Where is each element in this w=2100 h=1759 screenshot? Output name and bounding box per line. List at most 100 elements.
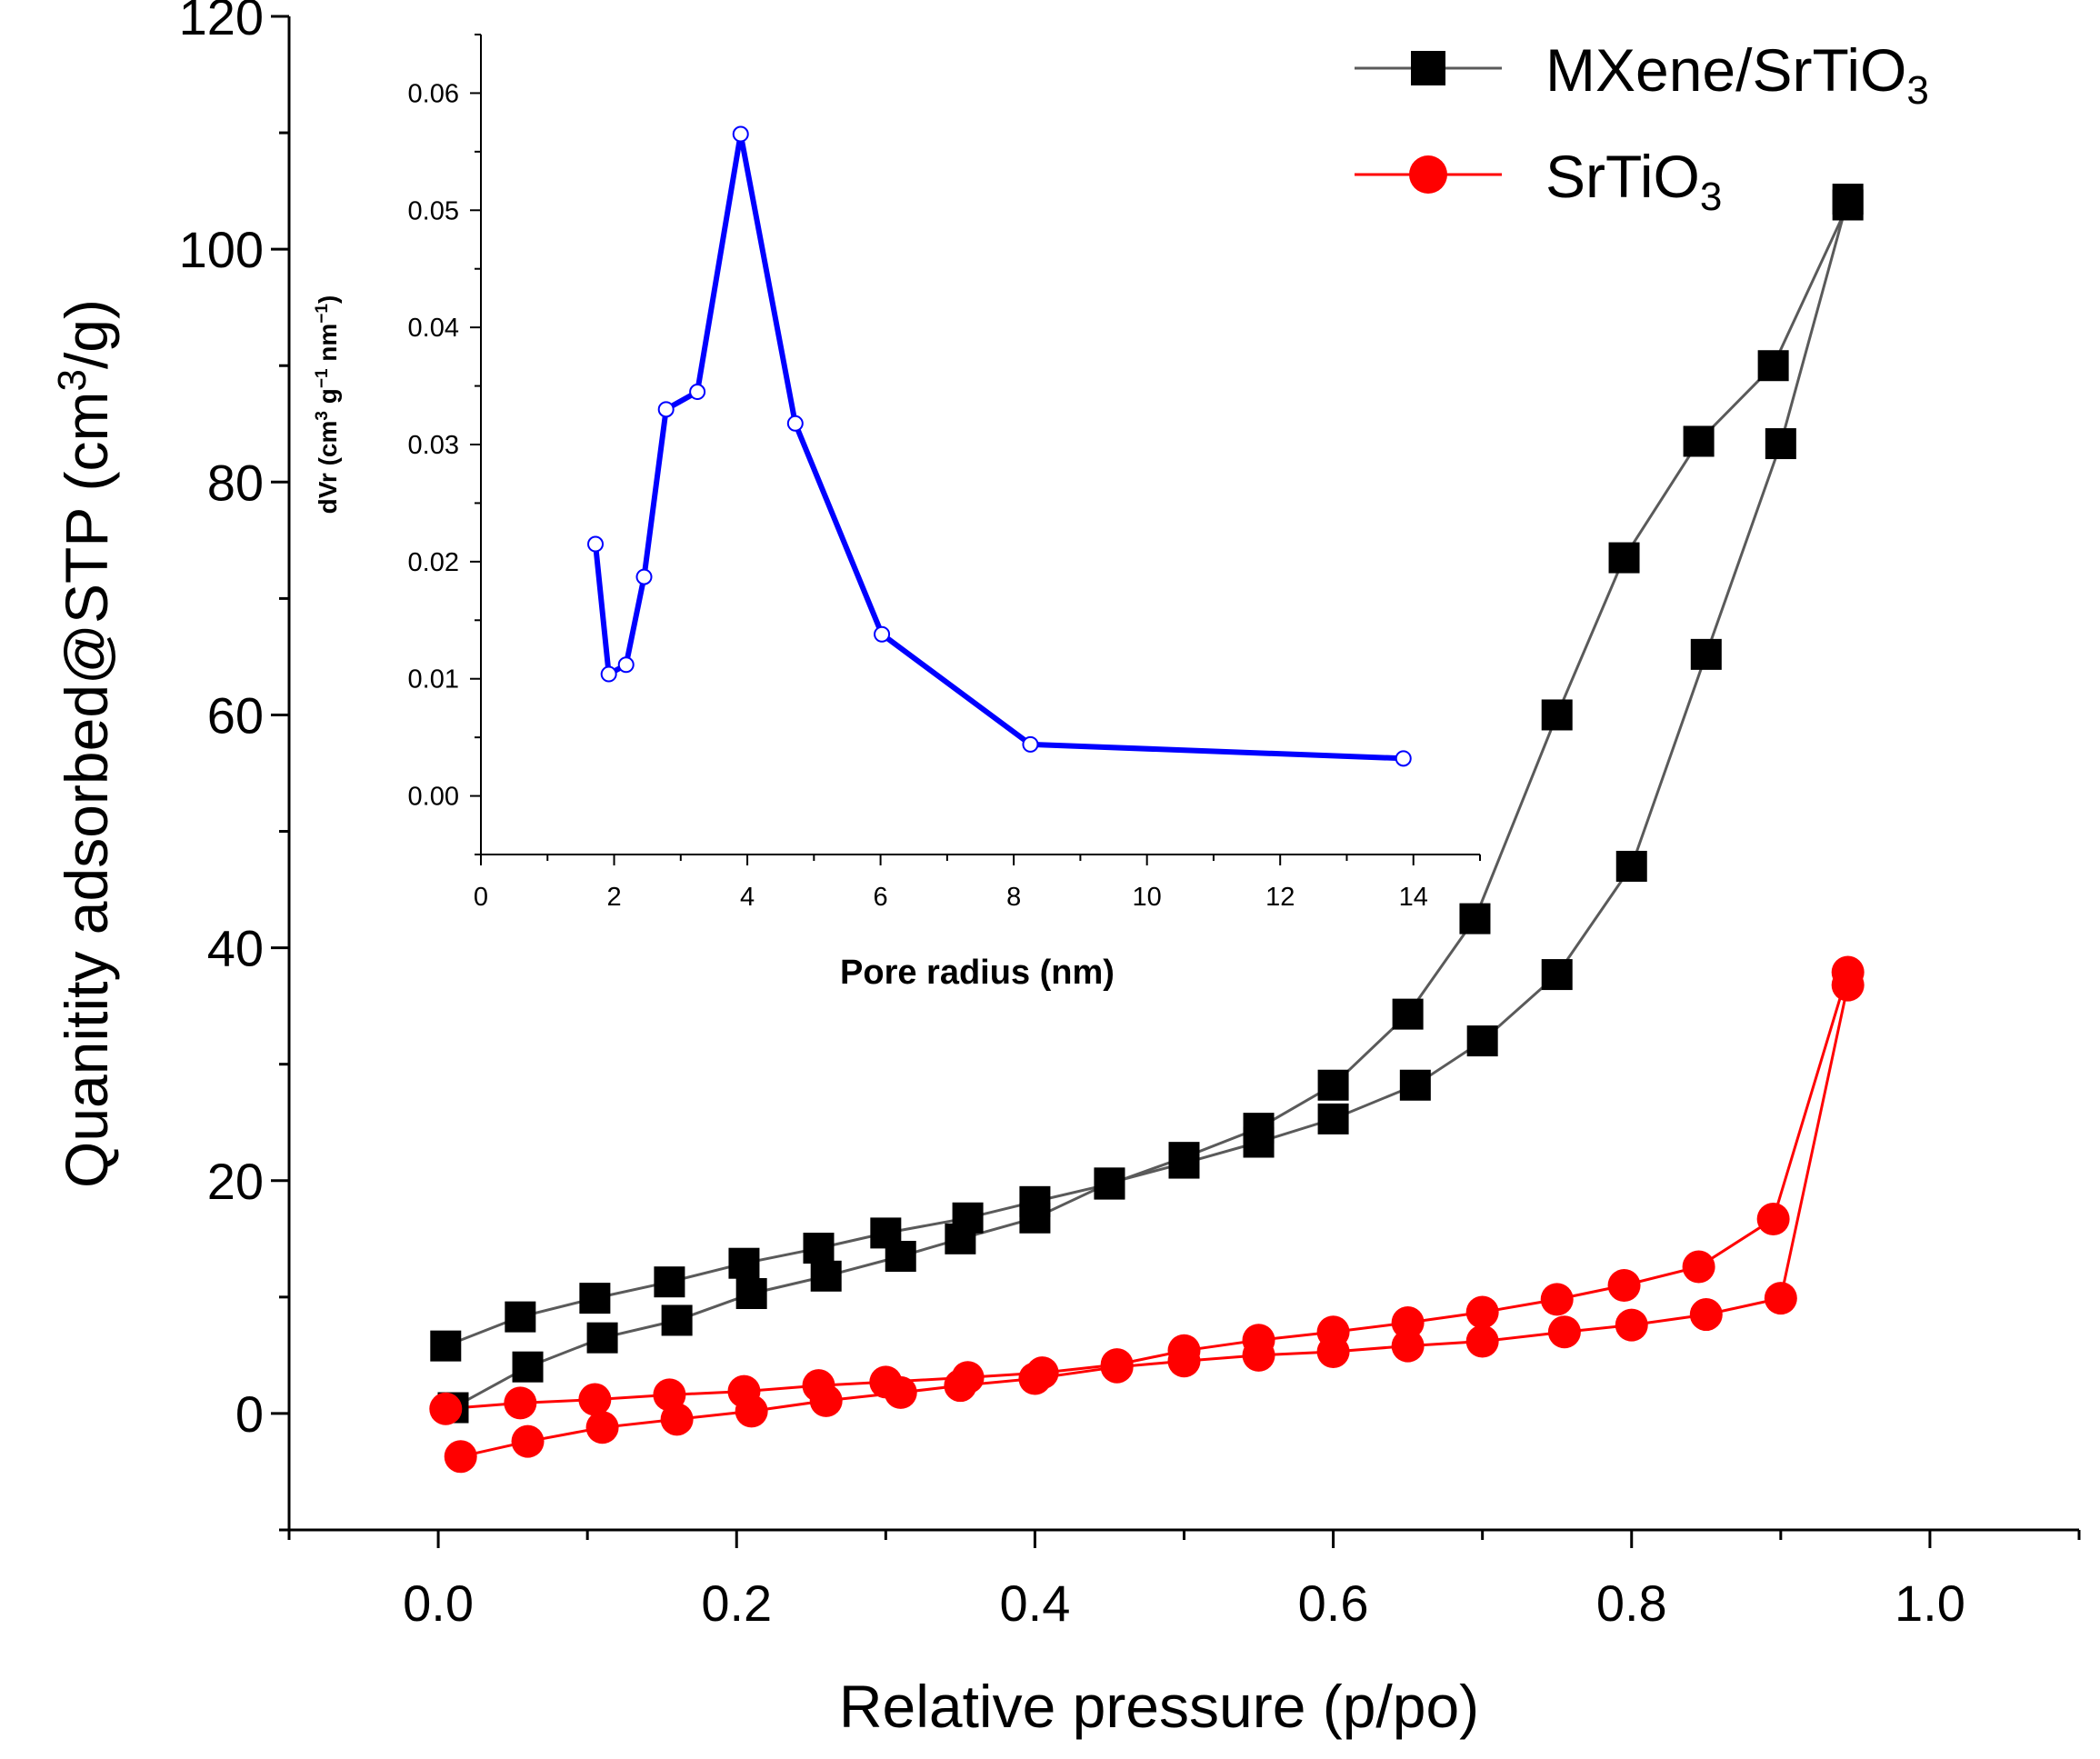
inset-x-tick-label: 2 — [606, 883, 621, 912]
main-x-axis-title: Relative pressure (p/po) — [839, 1673, 1479, 1740]
main-y-tick-label: 120 — [179, 0, 264, 45]
data-point-mxene — [1317, 1103, 1349, 1134]
data-point-mxene — [810, 1260, 842, 1292]
data-point-srtio3 — [802, 1369, 835, 1403]
main-x-tick-label: 0.8 — [1596, 1574, 1667, 1632]
inset-y-tick-label: 0.04 — [408, 314, 459, 343]
data-point-srtio3 — [429, 1392, 463, 1425]
data-point-srtio3 — [1167, 1334, 1201, 1367]
data-point-mxene — [1765, 428, 1796, 460]
data-point-srtio3 — [1682, 1250, 1715, 1284]
data-point-mxene — [512, 1351, 544, 1383]
inset-data-point — [617, 656, 635, 674]
data-point-srtio3 — [1756, 1203, 1790, 1236]
main-y-tick-label: 20 — [207, 1153, 264, 1210]
data-point-srtio3 — [869, 1365, 903, 1399]
data-point-mxene — [1392, 998, 1424, 1030]
data-point-srtio3 — [1465, 1324, 1499, 1358]
data-point-srtio3 — [511, 1424, 545, 1458]
main-x-tick-label: 1.0 — [1895, 1574, 1965, 1632]
main-x-tick-label: 0.4 — [999, 1574, 1070, 1632]
data-point-mxene — [952, 1202, 984, 1234]
data-point-mxene — [1832, 189, 1864, 221]
inset-data-point — [874, 625, 891, 643]
data-point-srtio3 — [1540, 1283, 1574, 1316]
inset-x-tick-label: 10 — [1133, 883, 1162, 912]
data-point-mxene — [505, 1301, 536, 1333]
inset-y-tick-label: 0.06 — [408, 79, 459, 108]
inset-data-point — [786, 415, 804, 432]
data-point-srtio3 — [1391, 1329, 1425, 1363]
data-point-mxene — [586, 1322, 618, 1354]
data-point-mxene — [1317, 1069, 1349, 1101]
inset-data-point — [732, 125, 749, 143]
main-y-axis-title: Quanitity adsorbed@STP (cm3/g) — [50, 299, 121, 1188]
data-point-mxene — [1466, 1025, 1498, 1057]
inset-y-title-sup2: −1 — [313, 368, 332, 388]
data-point-srtio3 — [1242, 1324, 1275, 1357]
main-y-axis-title-unit: /g) — [53, 299, 120, 369]
legend-label-srtio3-base: SrTiO — [1545, 143, 1700, 210]
main-y-axis-title-superscript: 3 — [50, 369, 95, 391]
data-point-mxene — [1690, 638, 1722, 670]
inset-y-axis-title: dVr (cm3 g−1 nm−1) — [313, 295, 343, 515]
data-point-srtio3 — [1547, 1315, 1581, 1349]
data-point-srtio3 — [1465, 1295, 1499, 1329]
legend-marker-mxene — [1411, 51, 1445, 85]
data-point-srtio3 — [1689, 1298, 1723, 1332]
data-point-mxene — [1757, 350, 1789, 382]
inset-y-title-c: nm — [314, 324, 342, 369]
inset-x-tick-label: 0 — [474, 883, 488, 912]
data-point-srtio3 — [585, 1411, 619, 1444]
main-x-tick-label: 0.0 — [403, 1574, 474, 1632]
data-point-mxene — [803, 1233, 835, 1264]
inset-x-tick-label: 12 — [1265, 883, 1295, 912]
data-point-srtio3 — [1316, 1315, 1350, 1349]
data-point-mxene — [728, 1247, 760, 1279]
data-point-srtio3 — [727, 1374, 761, 1408]
inset-series-markers — [587, 125, 1412, 767]
data-point-mxene — [1608, 542, 1640, 574]
inset-y-title-sup3: −1 — [313, 304, 332, 324]
main-y-tick-label: 0 — [235, 1385, 264, 1443]
data-point-mxene — [579, 1283, 611, 1314]
inset-y-title-sup1: 3 — [313, 411, 332, 421]
main-series-markers — [429, 184, 1865, 1474]
data-point-srtio3 — [1100, 1348, 1134, 1382]
inset-data-point — [689, 384, 706, 401]
data-point-mxene — [1168, 1142, 1200, 1174]
data-point-srtio3 — [444, 1440, 477, 1474]
legend-label-srtio3: SrTiO3 — [1545, 143, 1722, 219]
main-x-tick-label: 0.6 — [1298, 1574, 1369, 1632]
legend-label-mxene-sub: 3 — [1906, 68, 1928, 113]
data-point-mxene — [1399, 1069, 1431, 1101]
data-point-srtio3 — [951, 1361, 985, 1394]
legend-marker-srtio3 — [1409, 155, 1447, 194]
data-point-srtio3 — [1025, 1356, 1059, 1390]
inset-data-point — [635, 568, 653, 585]
data-point-srtio3 — [653, 1378, 686, 1412]
main-x-tick-label: 0.2 — [701, 1574, 772, 1632]
data-point-mxene — [1094, 1168, 1125, 1200]
data-point-mxene — [1683, 425, 1715, 457]
legend-label-srtio3-sub: 3 — [1700, 175, 1722, 219]
inset-y-tick-label: 0.02 — [408, 548, 459, 577]
data-point-srtio3 — [1831, 955, 1865, 989]
inset-data-point — [1395, 750, 1412, 767]
inset-y-title-b: g — [314, 388, 342, 411]
inset-y-tick-label: 0.00 — [408, 783, 459, 812]
main-y-tick-label: 100 — [179, 221, 264, 278]
data-point-mxene — [1243, 1113, 1275, 1144]
data-point-mxene — [1541, 699, 1573, 731]
data-point-mxene — [430, 1330, 462, 1362]
inset-y-tick-label: 0.03 — [408, 431, 459, 460]
data-point-srtio3 — [1615, 1308, 1648, 1342]
data-point-srtio3 — [1391, 1306, 1425, 1340]
inset-x-tick-label: 4 — [740, 883, 755, 912]
inset-y-tick-label: 0.05 — [408, 196, 459, 225]
inset-y-title-a: dVr (cm — [314, 421, 342, 515]
data-point-mxene — [1541, 959, 1573, 991]
